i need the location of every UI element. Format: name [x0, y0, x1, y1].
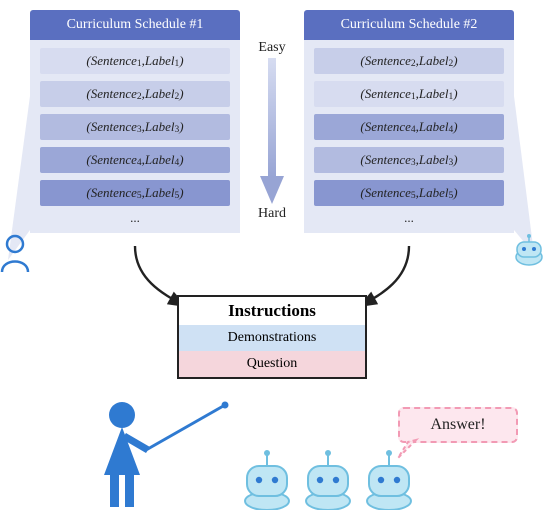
robot-icon	[301, 446, 354, 510]
instructions-box: Instructions Demonstrations Question	[177, 295, 367, 379]
instructions-title: Instructions	[179, 297, 365, 325]
teacher-icon	[80, 395, 230, 510]
instructions-row-question: Question	[179, 351, 365, 377]
robot-icon	[240, 446, 293, 510]
robots-row	[240, 440, 415, 510]
answer-bubble-tail-icon	[396, 438, 420, 460]
instructions-row-demonstrations: Demonstrations	[179, 325, 365, 351]
answer-text: Answer!	[430, 416, 485, 434]
